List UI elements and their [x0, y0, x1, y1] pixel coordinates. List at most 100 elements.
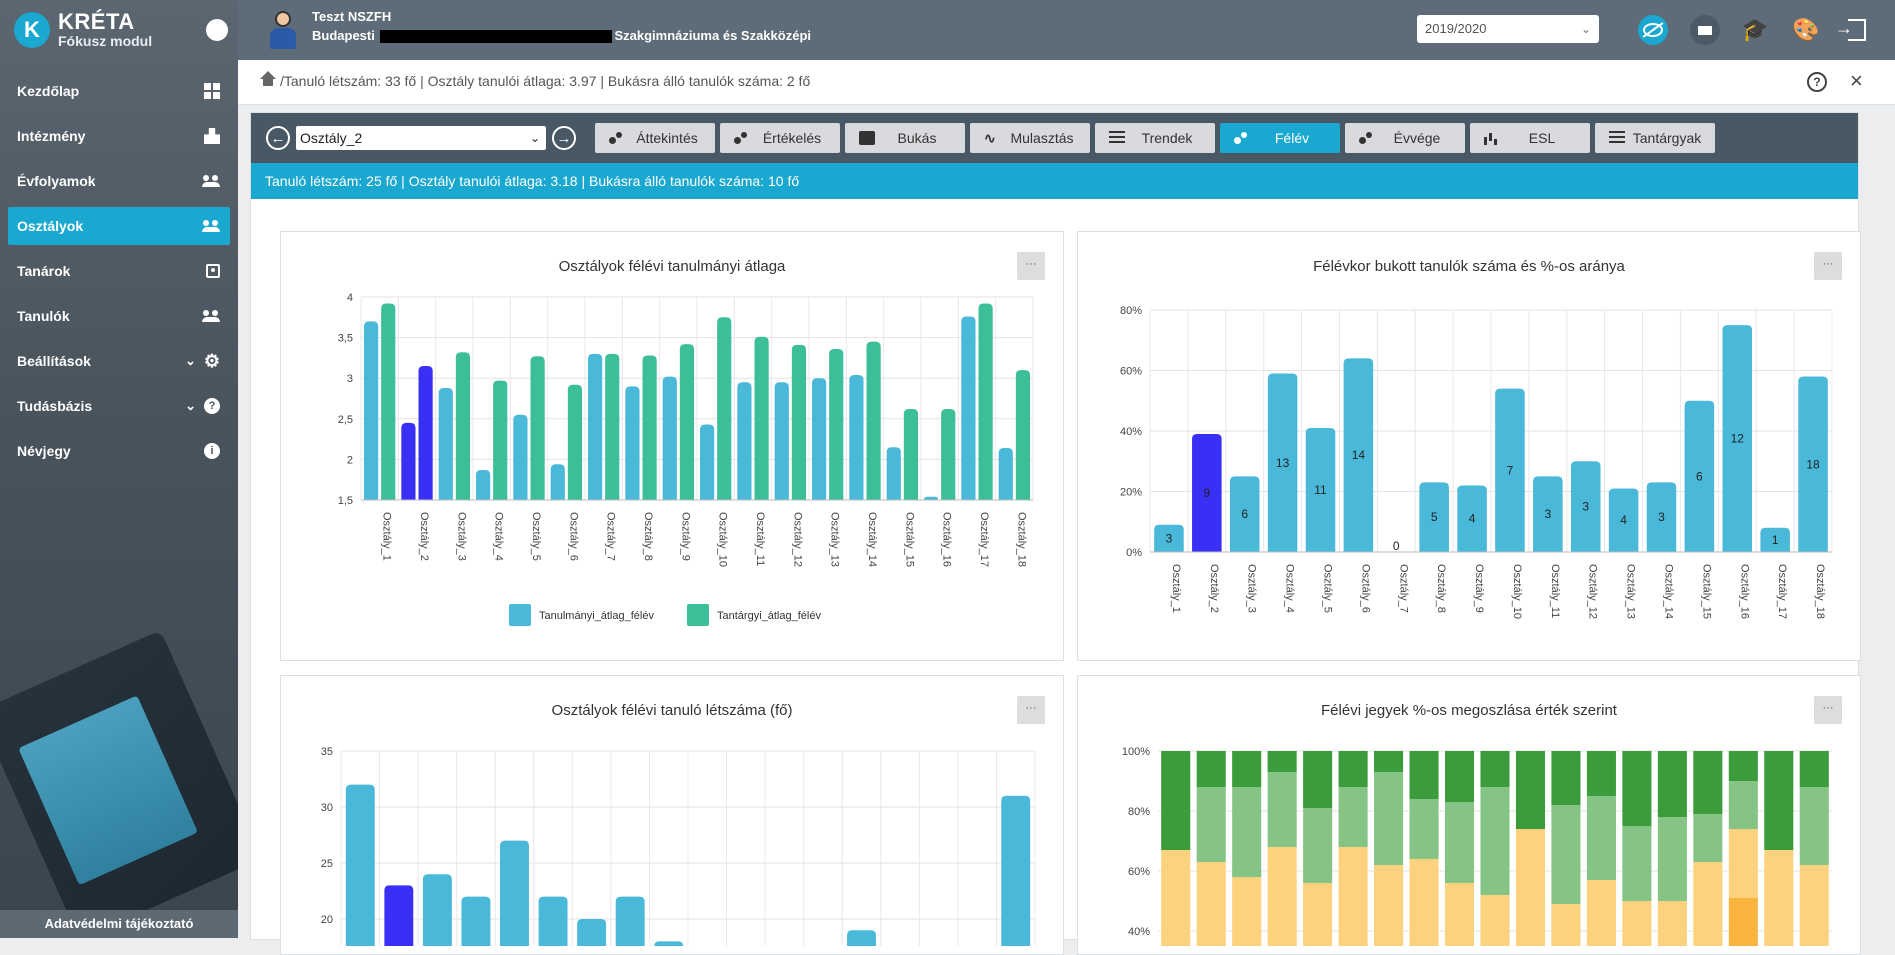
sidebar-item-evfolyamok[interactable]: Évfolyamok [8, 162, 230, 200]
x-tick-label: Osztály_10 [1511, 564, 1523, 619]
stack-segment [1728, 781, 1758, 829]
bar-headcount [345, 784, 375, 946]
tab-esl[interactable]: ESL [1470, 123, 1590, 153]
sidebar-item-label: Évfolyamok [17, 173, 96, 189]
id-card-icon[interactable] [1690, 15, 1720, 45]
stack-segment [1267, 751, 1297, 772]
class-select[interactable]: Osztály_2 ⌄ [296, 126, 546, 150]
bar-failed [1608, 488, 1639, 552]
bubbles-icon [1359, 131, 1375, 145]
tab-felev[interactable]: Félév [1220, 123, 1340, 153]
tab-tantargyak[interactable]: Tantárgyak [1595, 123, 1715, 153]
tab-trendek[interactable]: Trendek [1095, 123, 1215, 153]
legend-label: Tantárgyi_átlag_félév [717, 610, 821, 622]
bar-tanulmanyi [550, 464, 565, 500]
school-year-select[interactable]: 2019/2020 ⌄ [1417, 15, 1599, 43]
sidebar-item-label: Osztályok [17, 218, 84, 234]
bar-tanulmanyi [699, 424, 715, 500]
top-bar: Teszt NSZFH Budapesti Szakgimnáziuma és … [238, 0, 1895, 60]
tab-attekintes[interactable]: Áttekintés [595, 123, 715, 153]
sidebar-toggle-button[interactable] [206, 19, 228, 41]
visibility-toggle-icon[interactable] [1638, 15, 1668, 45]
stack-segment [1551, 904, 1581, 946]
stack-segment [1657, 751, 1687, 817]
stack-segment [1693, 814, 1723, 862]
sidebar-item-label: Tanulók [17, 308, 70, 324]
data-label: 7 [1507, 463, 1514, 477]
bar-chart-icon [1484, 131, 1500, 145]
bar-tantargyi [829, 348, 844, 500]
data-label: 14 [1352, 448, 1366, 462]
bar-failed [1495, 388, 1525, 552]
bar-tanulmanyi [811, 378, 827, 500]
background-tablet-image [0, 630, 238, 938]
more-options-button[interactable]: ··· [1814, 252, 1842, 280]
sidebar-item-osztalyok[interactable]: Osztályok [8, 207, 230, 245]
bar-failed [1229, 476, 1260, 552]
sidebar-item-beallitasok[interactable]: Beállítások ⌄ ⚙ [8, 342, 230, 380]
bar-tanulmanyi [886, 447, 901, 500]
bar-tantargyi [903, 409, 919, 500]
sidebar-item-tanulok[interactable]: Tanulók [8, 297, 230, 335]
x-tick-label: Osztály_14 [1663, 564, 1675, 619]
sidebar-item-intezmeny[interactable]: Intézmény [8, 117, 230, 155]
bar-tanulmanyi [998, 448, 1013, 500]
more-options-button[interactable]: ··· [1017, 696, 1045, 724]
chart-title: Osztályok félévi tanuló létszáma (fő) [551, 702, 793, 719]
avatar[interactable] [268, 11, 298, 49]
app-title: KRÉTA [58, 9, 135, 35]
sidebar-item-label: Névjegy [17, 443, 71, 459]
y-tick-label: 30 [321, 802, 333, 814]
tab-ertekeles[interactable]: Értékelés [720, 123, 840, 153]
y-tick-label: 2 [347, 454, 353, 466]
data-label: 11 [1314, 483, 1327, 497]
privacy-link[interactable]: Adatvédelmi tájékoztató [0, 910, 238, 938]
sidebar-item-nevjegy[interactable]: Névjegy i [8, 432, 230, 470]
more-options-button[interactable]: ··· [1814, 696, 1842, 724]
dashboard-icon [204, 83, 220, 99]
legend-swatch [509, 604, 531, 626]
tab-bukas[interactable]: Bukás [845, 123, 965, 153]
graduation-cap-icon[interactable]: 🎓 [1741, 17, 1769, 42]
sidebar-item-tudasbazis[interactable]: Tudásbázis ⌄? [8, 387, 230, 425]
building-icon [204, 128, 220, 144]
logout-icon[interactable] [1835, 15, 1872, 45]
bar-failed [1798, 376, 1828, 552]
y-tick-label: 60% [1120, 366, 1142, 378]
home-icon[interactable] [260, 71, 276, 87]
people-icon [202, 220, 220, 232]
x-tick-label: Osztály_8 [1435, 564, 1447, 613]
close-icon[interactable]: × [1850, 68, 1863, 93]
stack-segment [1728, 898, 1758, 946]
stack-segment [1196, 862, 1226, 946]
bar-headcount [847, 930, 876, 946]
help-icon[interactable]: ? [1807, 72, 1827, 92]
sidebar-nav: Kezdőlap Intézmény Évfolyamok Osztályok … [0, 72, 238, 470]
palette-icon[interactable]: 🎨 [1792, 17, 1820, 42]
stack-segment [1657, 817, 1687, 901]
previous-class-button[interactable]: ← [266, 126, 290, 150]
stack-segment [1586, 751, 1616, 796]
more-options-button[interactable]: ··· [1017, 252, 1045, 280]
sidebar-item-kezdolap[interactable]: Kezdőlap [8, 72, 230, 110]
next-class-button[interactable]: → [552, 126, 576, 150]
tab-evvege[interactable]: Évvége [1345, 123, 1465, 153]
x-tick-label: Osztály_2 [418, 512, 430, 561]
list-icon [1109, 131, 1125, 143]
data-label: 6 [1241, 507, 1248, 521]
stack-segment [1267, 847, 1297, 946]
x-tick-label: Osztály_11 [1549, 564, 1561, 618]
sidebar-item-tanarok[interactable]: Tanárok [8, 252, 230, 290]
bar-headcount [422, 874, 452, 946]
bar-tanulmanyi [737, 382, 752, 500]
stack-segment [1693, 751, 1723, 814]
chart-panel-grades: Félévi jegyek %-os megoszlása érték szer… [1077, 675, 1861, 955]
chevron-down-icon: ⌄ [184, 353, 196, 368]
breadcrumb: /Tanuló létszám: 33 fő | Osztály tanulói… [238, 60, 1895, 105]
tab-mulasztas[interactable]: ∿ Mulasztás [970, 123, 1090, 153]
x-tick-label: Osztály_18 [1814, 564, 1826, 619]
data-label: 4 [1620, 513, 1627, 527]
x-tick-label: Osztály_15 [903, 512, 915, 567]
brand[interactable]: K KRÉTA Fókusz modul [0, 0, 238, 60]
stack-segment [1622, 901, 1652, 946]
